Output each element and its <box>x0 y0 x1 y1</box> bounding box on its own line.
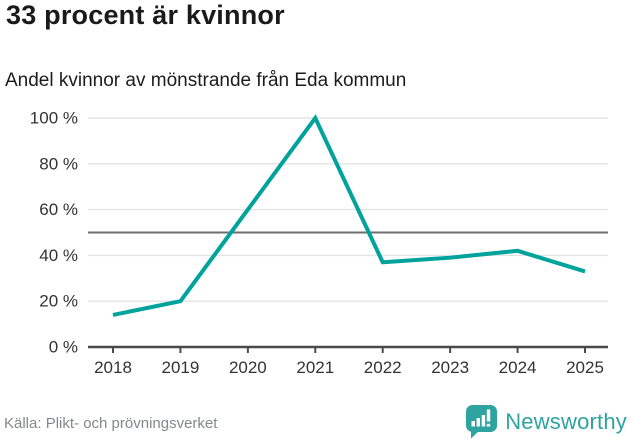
y-tick-label: 0 % <box>49 338 78 357</box>
x-tick-label: 2022 <box>364 358 402 377</box>
newsworthy-logo-text: Newsworthy <box>505 409 627 434</box>
y-tick-label: 20 % <box>39 292 78 311</box>
chart-svg: 0 % 20 % 40 % 60 % 80 % 100 % 2018 2019 2020 2021… <box>30 109 608 377</box>
chart-subtitle: Andel kvinnor av mönstrande från Eda kom… <box>5 70 407 91</box>
x-tick-label: 2024 <box>499 358 537 377</box>
x-tick-label: 2025 <box>566 358 604 377</box>
y-tick-label: 80 % <box>39 154 78 173</box>
x-tick-label: 2019 <box>162 358 200 377</box>
x-tick-label: 2020 <box>229 358 267 377</box>
data-line <box>112 114 586 317</box>
y-tick-label: 60 % <box>39 200 78 219</box>
source-note: Källa: Plikt- och prövningsverket <box>4 415 218 432</box>
x-tick-label: 2018 <box>94 358 132 377</box>
newsworthy-logo-icon <box>466 405 498 439</box>
x-tick-label: 2023 <box>431 358 469 377</box>
y-tick-label: 100 % <box>30 109 78 128</box>
x-tick-label: 2021 <box>296 358 334 377</box>
page-title: 33 procent är kvinnor <box>6 0 285 30</box>
newsworthy-logo[interactable]: Newsworthy <box>466 405 627 439</box>
y-tick-label: 40 % <box>39 246 78 265</box>
